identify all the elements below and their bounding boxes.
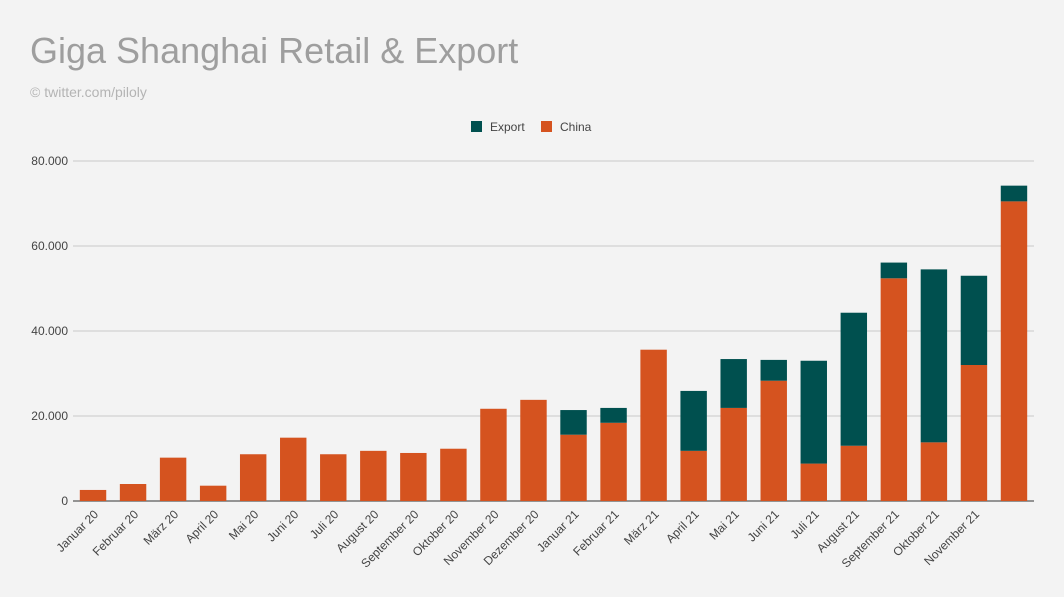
bar-china — [600, 422, 627, 501]
bar-china — [440, 448, 467, 501]
bar-export — [680, 390, 707, 451]
bar-china — [640, 349, 667, 501]
bar-china — [400, 452, 427, 501]
bar-export — [760, 359, 787, 381]
x-tick-label: März 21 — [621, 507, 662, 548]
legend-label-export: Export — [490, 120, 525, 134]
bar-china — [520, 399, 547, 501]
bar-china — [199, 485, 227, 501]
bar-export — [560, 410, 587, 435]
bar-china — [320, 454, 347, 501]
x-tick-label: Mai 20 — [226, 507, 262, 543]
bar-china — [560, 434, 587, 501]
bar-export — [720, 359, 747, 408]
y-axis-ticks: 0 20.000 40.000 60.000 80.000 — [31, 154, 68, 508]
bar-export — [920, 269, 948, 443]
bar-export — [1000, 185, 1028, 202]
bar-china — [119, 484, 147, 501]
bar-china — [920, 442, 948, 501]
y-tick-label: 60.000 — [31, 239, 68, 253]
y-tick-label: 20.000 — [31, 409, 68, 423]
bar-china — [280, 437, 307, 501]
legend-label-china: China — [560, 120, 592, 134]
y-tick-label: 0 — [61, 494, 68, 508]
bar-china — [960, 365, 988, 501]
legend: Export China — [471, 120, 592, 134]
bar-china — [159, 457, 187, 501]
bar-china — [760, 380, 787, 501]
bar-china — [800, 463, 827, 501]
bar-china — [239, 454, 267, 501]
chart-subtitle: © twitter.com/piloly — [30, 84, 147, 100]
x-tick-label: Juli 20 — [307, 507, 342, 542]
y-tick-label: 40.000 — [31, 324, 68, 338]
bars — [79, 185, 1028, 501]
x-tick-label: Juni 21 — [745, 507, 782, 544]
bar-export — [880, 262, 908, 279]
x-tick-label: April 21 — [663, 507, 702, 546]
y-tick-label: 80.000 — [31, 154, 68, 168]
x-tick-label: Juni 20 — [264, 507, 301, 544]
bar-china — [680, 450, 707, 501]
x-tick-label: März 20 — [141, 507, 182, 548]
bar-china — [720, 407, 747, 501]
bar-china — [1000, 201, 1028, 501]
bar-export — [840, 312, 868, 446]
legend-swatch-china — [541, 121, 552, 132]
gridlines — [73, 160, 1034, 502]
x-tick-label: Mai 21 — [706, 507, 742, 543]
x-tick-label: Juli 21 — [787, 507, 822, 542]
bar-export — [800, 360, 827, 464]
bar-china — [79, 489, 107, 501]
bar-export — [960, 275, 988, 365]
bar-china — [880, 278, 908, 501]
bar-china — [840, 445, 868, 501]
bar-china — [360, 450, 387, 501]
chart-title: Giga Shanghai Retail & Export — [30, 30, 519, 71]
x-tick-label: April 20 — [183, 507, 222, 546]
bar-china — [480, 408, 507, 501]
legend-swatch-export — [471, 121, 482, 132]
bar-export — [600, 407, 627, 423]
